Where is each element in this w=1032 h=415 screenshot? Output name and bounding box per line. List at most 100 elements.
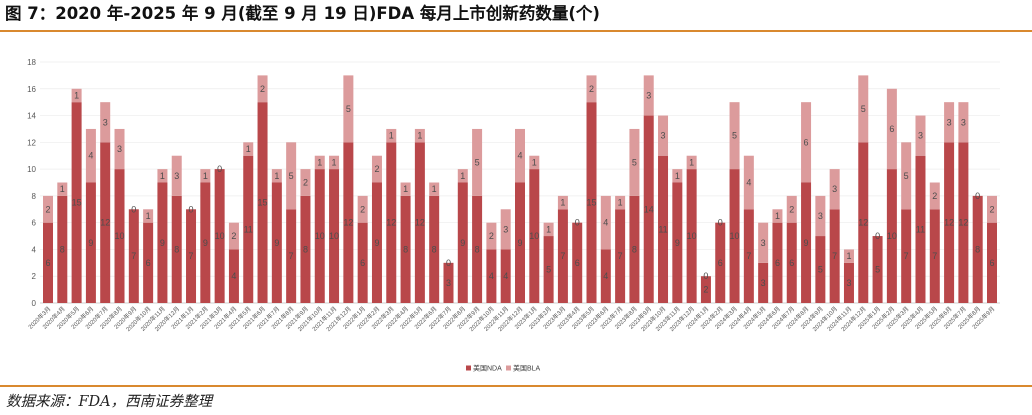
bar-segment-bla [629,128,640,196]
data-label-bla: 5 [475,157,480,167]
bar-segment-bla [886,88,897,170]
data-label-bla: 3 [947,117,952,127]
bar-segment-bla [643,75,654,116]
data-label-bla: 2 [789,204,794,214]
bar-segment-nda [243,155,254,303]
data-label-bla: 2 [589,84,594,94]
bar-segment-nda [314,169,325,303]
bar-segment-nda [600,249,611,303]
bar-segment-nda [514,182,525,303]
bar-segment-bla [801,102,812,183]
data-label-nda: 9 [517,238,522,248]
bar-segment-nda [43,222,53,303]
bar-segment-nda [85,182,96,303]
bar-segment-bla [815,195,826,237]
data-label-bla: 0 [703,271,708,281]
bar-segment-nda [700,276,711,303]
data-label-nda: 7 [189,251,194,261]
data-label-nda: 4 [503,271,508,281]
data-label-nda: 6 [575,258,580,268]
bar-segment-bla [329,155,340,170]
bar-segment-nda [543,236,554,303]
data-label-nda: 12 [100,218,110,228]
data-label-bla: 1 [618,198,623,208]
data-label-nda: 12 [958,218,968,228]
data-label-bla: 3 [103,117,108,127]
data-label-nda: 12 [858,218,868,228]
data-label-nda: 14 [644,204,654,214]
data-label-bla: 1 [846,251,851,261]
bar-segment-nda [829,209,840,303]
data-label-bla: 0 [131,204,136,214]
data-label-nda: 8 [60,244,65,254]
data-label-bla: 1 [146,211,151,221]
y-tick-label: 16 [27,85,36,94]
bar-segment-nda [686,169,697,303]
bar-segment-nda [815,236,826,303]
data-label-nda: 3 [846,278,851,288]
bar-segment-bla [43,195,53,223]
bar-segment-nda [57,195,68,303]
bar-segment-nda [100,142,111,303]
bar-segment-bla [71,88,82,103]
bar-segment-nda [929,209,940,303]
data-label-nda: 7 [560,251,565,261]
data-label-nda: 10 [115,231,125,241]
y-tick-label: 4 [32,245,37,254]
data-label-nda: 8 [403,244,408,254]
bar-segment-bla [514,128,525,183]
data-label-nda: 6 [360,258,365,268]
data-label-nda: 8 [174,244,179,254]
data-label-nda: 6 [45,258,50,268]
bar-segment-nda [658,155,669,303]
bar-segment-bla [343,75,354,143]
y-tick-label: 18 [27,58,36,67]
data-label-bla: 2 [45,204,50,214]
data-label-nda: 9 [460,238,465,248]
bar-segment-bla [557,195,568,210]
data-label-bla: 1 [775,211,780,221]
bar-segment-bla [843,249,854,263]
data-label-bla: 1 [689,157,694,167]
data-label-nda: 3 [761,278,766,288]
bar-segment-bla [400,182,411,196]
bar-segment-bla [300,169,311,196]
bar-segment-bla [314,155,325,170]
data-label-bla: 3 [961,117,966,127]
data-label-nda: 5 [818,265,823,275]
bar-segment-bla [386,128,397,143]
bar-segment-nda [557,209,568,303]
data-label-nda: 7 [289,251,294,261]
bar-segment-nda [758,262,769,303]
data-label-bla: 4 [603,218,608,228]
y-tick-label: 14 [27,112,36,121]
bar-segment-nda [586,102,597,304]
bar-segment-bla [615,195,626,210]
data-label-bla: 0 [446,258,451,268]
bar-segment-nda [457,182,468,303]
bar-segment-bla [286,142,297,210]
data-label-bla: 5 [861,104,866,114]
data-label-nda: 8 [303,244,308,254]
data-label-nda: 12 [415,218,425,228]
bar-segment-bla [829,169,840,210]
bar-segment-nda [414,142,425,303]
bar-segment-nda [128,209,139,303]
data-label-bla: 0 [875,231,880,241]
data-label-bla: 1 [332,157,337,167]
data-label-nda: 10 [329,231,339,241]
data-label-nda: 2 [703,285,708,295]
data-label-bla: 5 [289,171,294,181]
y-axis: 0 2 4 6 8 10 12 14 16 18 [27,58,36,308]
data-label-bla: 3 [918,131,923,141]
bar-segment-bla [672,169,683,183]
bar-segment-nda [171,195,182,303]
bar-segment-bla [157,169,168,183]
data-label-nda: 15 [587,198,597,208]
data-label-bla: 0 [718,218,723,228]
bar-segment-bla [858,75,869,143]
bar-segment-bla [586,75,597,103]
x-axis: 2020年3月2020年4月2020年5月2020年6月2020年7月2020年… [26,305,996,333]
bar-segment-bla [472,128,483,196]
bar-segment-bla [915,115,926,156]
